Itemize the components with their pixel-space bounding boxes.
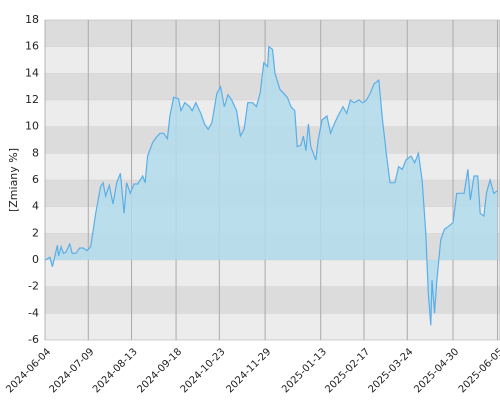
grid-band [45,20,500,47]
y-tick-label: 0 [32,253,39,266]
y-tick-label: -2 [28,280,39,293]
y-tick-label: 14 [25,66,39,79]
y-tick-label: 8 [32,146,39,159]
y-tick-label: 18 [25,13,39,26]
x-tick-label: 2024-07-09 [48,346,97,395]
area-fill [45,46,498,326]
grid-band [45,260,500,287]
x-tick-label: 2024-10-23 [179,346,228,395]
x-tick-label: 2024-06-04 [4,346,53,395]
grid-band [45,313,500,340]
x-tick-label: 2025-06-05 [457,346,500,395]
x-tick-label: 2025-01-13 [280,346,329,395]
y-tick-label: 16 [25,40,39,53]
x-tick-label: 2024-09-18 [135,346,184,395]
y-axis-label: [Zmiany %] [7,148,20,212]
x-tick-label: 2024-11-29 [224,346,273,395]
y-tick-label: 10 [25,120,39,133]
grid-band [45,286,500,314]
y-tick-label: 6 [32,173,39,186]
x-tick-label: 2024-08-13 [91,346,140,395]
line [44,45,498,326]
y-tick-label: 2 [32,226,39,239]
x-tick-label: 2025-02-17 [323,346,372,395]
y-tick-label: 12 [25,93,39,106]
x-tick-label: 2025-04-30 [412,346,461,395]
x-tick-label: 2025-03-24 [367,346,416,395]
y-tick-label: -4 [28,306,39,319]
y-tick-label: 4 [32,200,39,213]
y-tick-label: -6 [28,333,39,346]
